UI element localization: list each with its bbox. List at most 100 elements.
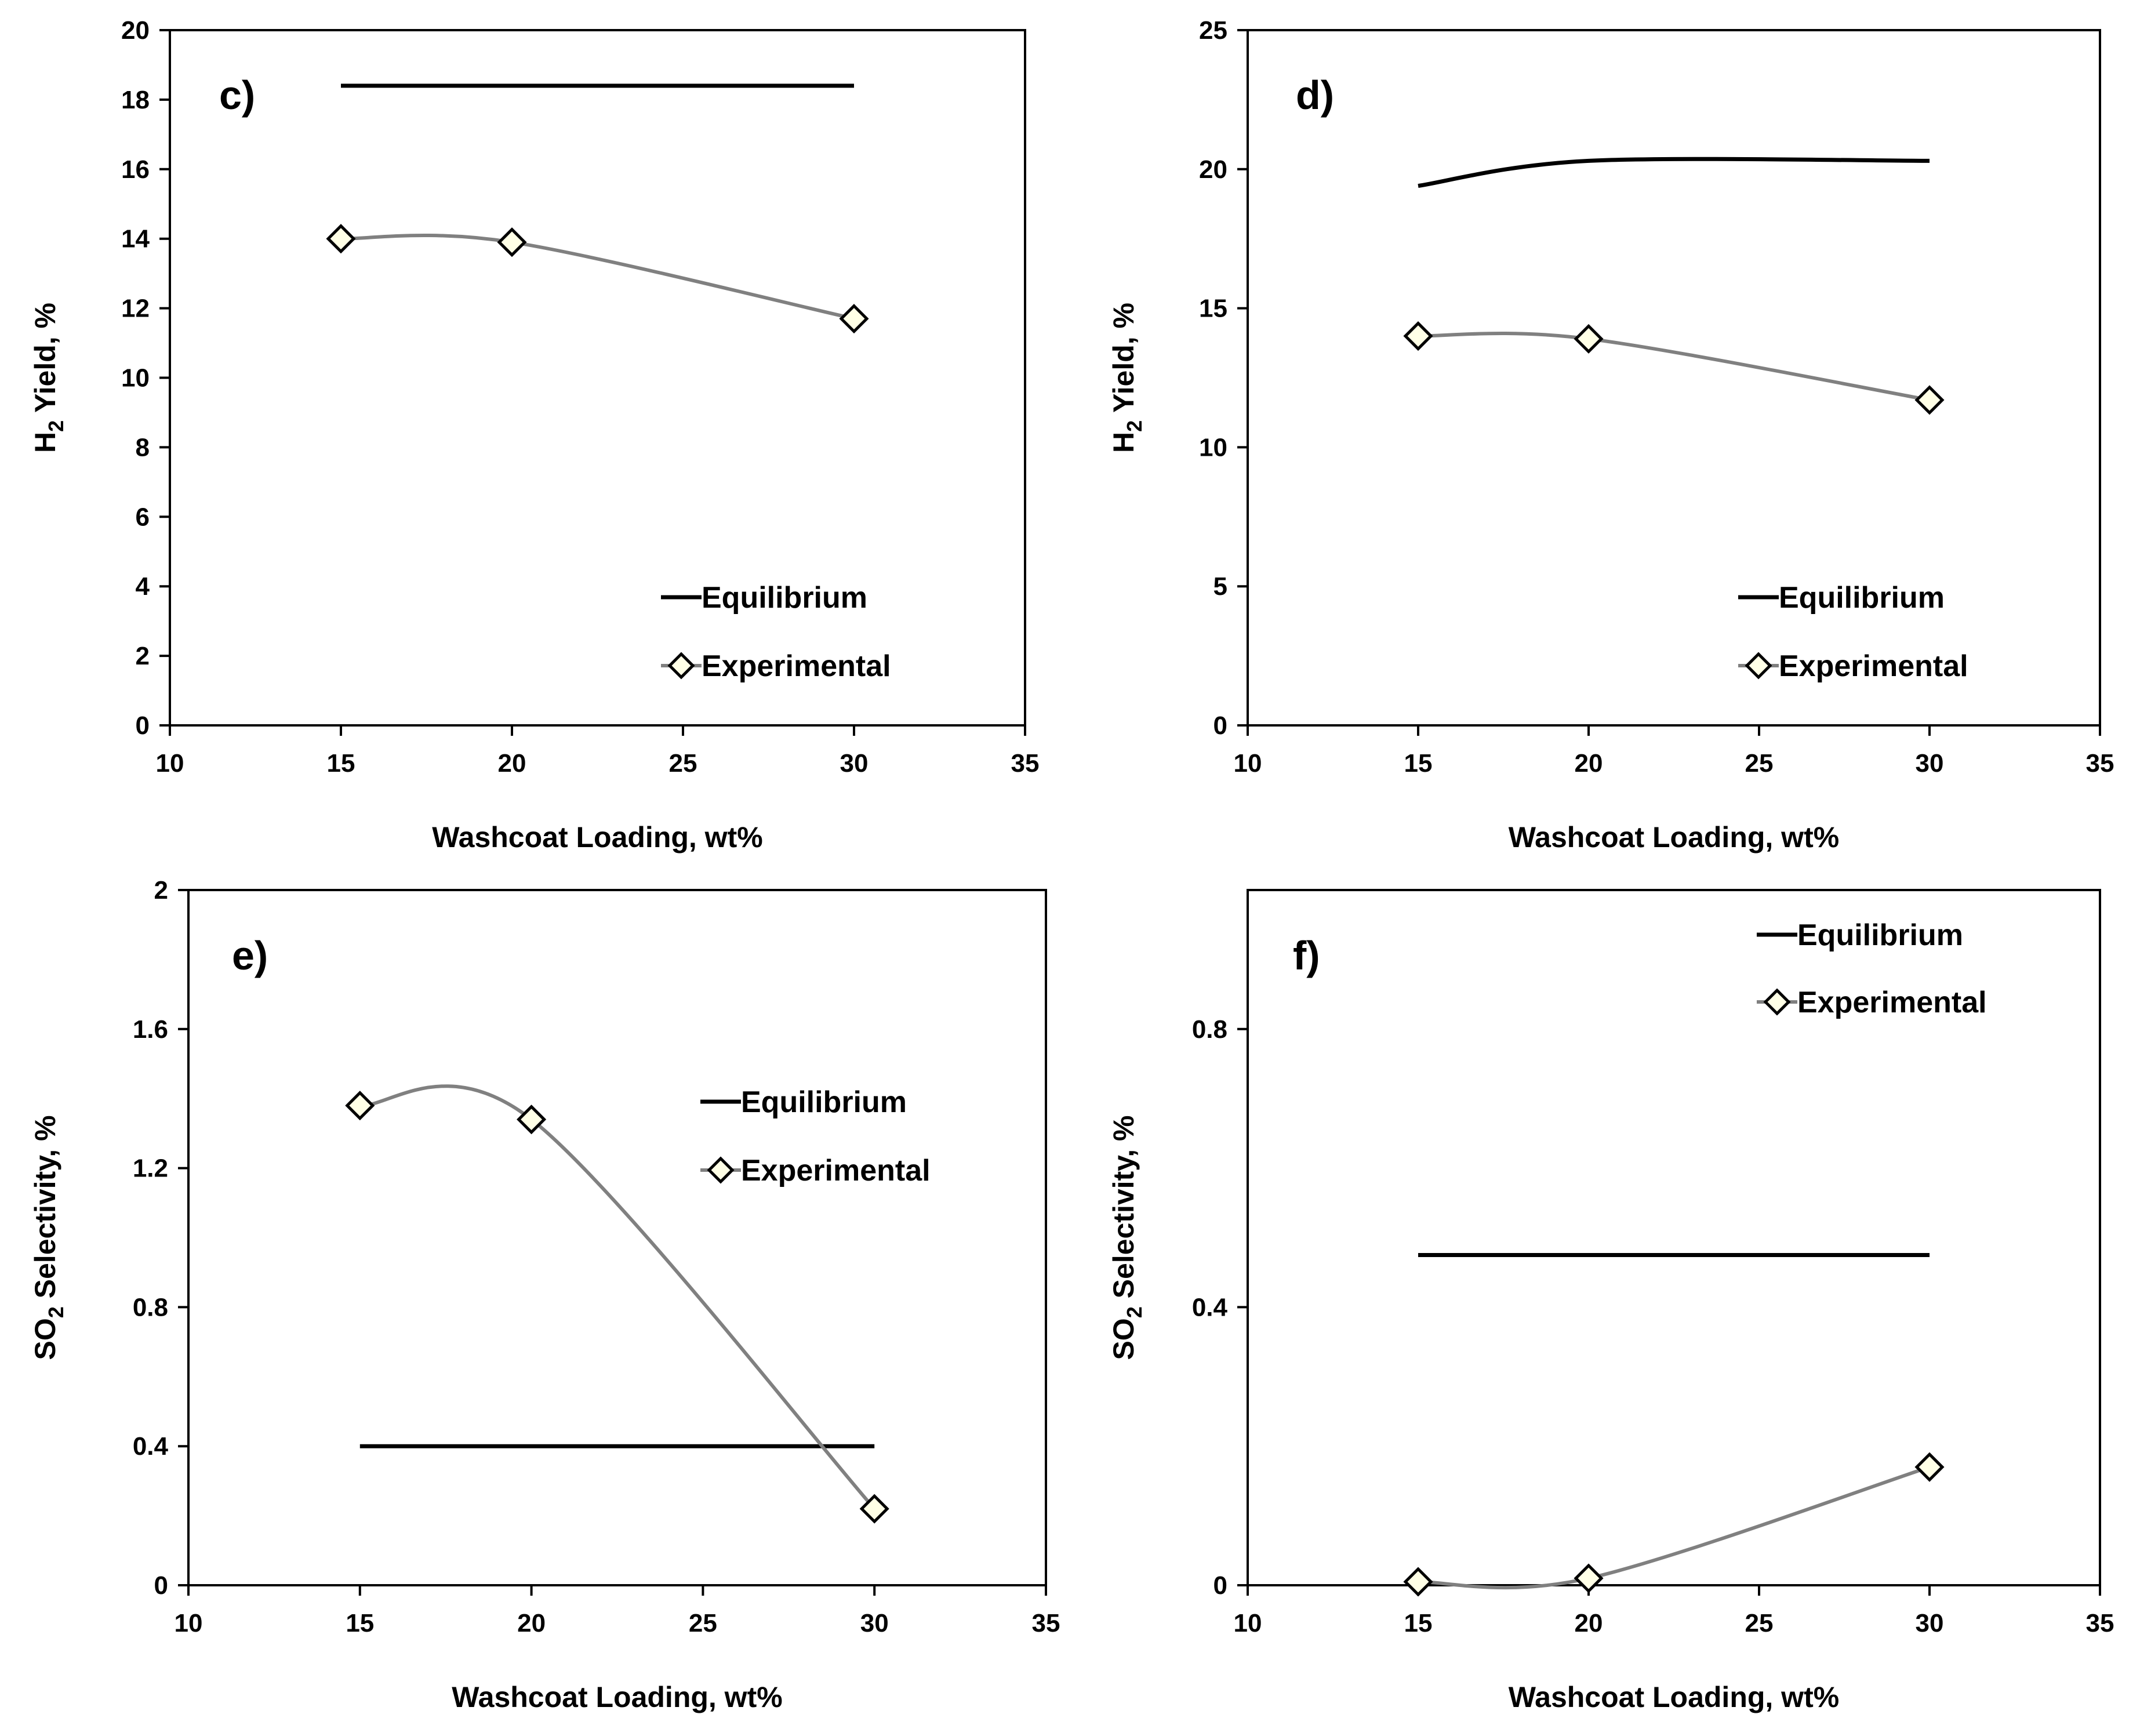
plot-frame xyxy=(1247,889,2101,1586)
chart-panel-c: 10 15 20 25 30 35 0 2 4 6 8 10 12 14 16 18 20 Washcoat Lo… xyxy=(29,16,1039,854)
y-tick-label: 0 xyxy=(1213,1571,1227,1600)
series-line-experimental xyxy=(359,1084,876,1510)
x-tick-label: 15 xyxy=(1404,749,1433,778)
legend: Equilibrium Experimental xyxy=(1738,581,1968,683)
series-line-equilibrium xyxy=(1418,157,1930,188)
x-tick-label: 25 xyxy=(1745,1609,1774,1637)
x-tick-label: 15 xyxy=(346,1609,374,1637)
x-tick-label: 35 xyxy=(2086,749,2114,778)
legend-label-experimental: Experimental xyxy=(1779,649,1968,683)
panel-label-d: d) xyxy=(1296,72,1334,118)
y-tick-label: 0.8 xyxy=(1192,1015,1227,1044)
y-tick-label: 10 xyxy=(121,364,150,393)
x-tick-label: 35 xyxy=(2086,1609,2114,1637)
legend-label-equilibrium: Equilibrium xyxy=(1779,581,1945,615)
y-axis-label: H2 Yield, % xyxy=(29,303,68,453)
x-tick-label: 25 xyxy=(1745,749,1774,778)
x-tick-label: 35 xyxy=(1032,1609,1060,1637)
data-point-experimental xyxy=(517,1105,547,1135)
x-tick-label: 15 xyxy=(327,749,355,778)
y-tick-label: 20 xyxy=(121,16,150,45)
panel-label-e: e) xyxy=(232,933,268,978)
y-tick-label: 6 xyxy=(136,503,150,531)
y-tick-label: 0 xyxy=(136,711,150,740)
x-tick-label: 10 xyxy=(1234,1609,1262,1637)
y-tick-label: 0.8 xyxy=(133,1293,168,1321)
data-point-experimental xyxy=(1914,385,1945,415)
x-axis-label: Washcoat Loading, wt% xyxy=(452,1681,782,1713)
legend-marker-experimental xyxy=(667,652,695,680)
legend-marker-experimental xyxy=(1763,988,1791,1016)
x-tick-label: 15 xyxy=(1404,1609,1433,1637)
panel-label-f: f) xyxy=(1293,933,1320,978)
x-tick-label: 30 xyxy=(840,749,869,778)
x-tick-label: 30 xyxy=(1916,1609,1944,1637)
y-tick-label: 0 xyxy=(1213,711,1227,740)
legend-label-experimental: Experimental xyxy=(741,1154,931,1187)
legend-label-experimental: Experimental xyxy=(702,649,891,683)
legend-label-experimental: Experimental xyxy=(1797,986,1987,1019)
y-tick-label: 1.6 xyxy=(133,1015,168,1044)
x-tick-label: 10 xyxy=(1234,749,1262,778)
legend-label-equilibrium: Equilibrium xyxy=(702,581,867,615)
x-tick-label: 30 xyxy=(1916,749,1944,778)
x-tick-label: 20 xyxy=(1575,749,1603,778)
legend-label-equilibrium: Equilibrium xyxy=(741,1085,907,1119)
panel-label-c: c) xyxy=(219,72,255,118)
y-tick-label: 8 xyxy=(136,433,150,462)
legend-label-equilibrium: Equilibrium xyxy=(1797,918,1963,952)
chart-panel-d: 10 15 20 25 30 35 0 5 10 15 20 25 Washcoat Loading, … xyxy=(1107,16,2114,854)
x-tick-label: 20 xyxy=(517,1609,546,1637)
y-axis-label: SO2 Selectivity, % xyxy=(1107,1115,1146,1360)
x-tick-label: 10 xyxy=(175,1609,203,1637)
y-tick-label: 0 xyxy=(154,1571,168,1600)
y-tick-label: 4 xyxy=(136,572,150,601)
data-point-experimental xyxy=(497,227,527,257)
x-tick-label: 20 xyxy=(498,749,526,778)
data-point-experimental xyxy=(839,304,869,334)
data-point-experimental xyxy=(1403,1567,1433,1597)
x-tick-label: 25 xyxy=(689,1609,717,1637)
y-tick-label: 0.4 xyxy=(133,1432,169,1461)
legend-marker-experimental xyxy=(707,1156,735,1184)
y-tick-label: 12 xyxy=(121,295,150,323)
series-line-experimental xyxy=(1418,331,1930,402)
x-tick-label: 35 xyxy=(1011,749,1040,778)
y-tick-label: 18 xyxy=(121,86,150,114)
data-point-experimental xyxy=(1574,1563,1604,1593)
legend-marker-experimental xyxy=(1745,652,1772,680)
y-tick-label: 0.4 xyxy=(1192,1293,1228,1321)
x-tick-label: 20 xyxy=(1575,1609,1603,1637)
x-tick-label: 30 xyxy=(860,1609,889,1637)
x-tick-label: 25 xyxy=(669,749,697,778)
y-tick-label: 10 xyxy=(1199,433,1227,462)
x-tick-label: 10 xyxy=(156,749,184,778)
y-tick-label: 14 xyxy=(121,225,150,253)
y-tick-label: 25 xyxy=(1199,16,1227,45)
y-tick-label: 2 xyxy=(136,642,150,670)
y-tick-label: 1.2 xyxy=(133,1154,168,1183)
y-tick-label: 16 xyxy=(121,155,150,184)
x-axis-label: Washcoat Loading, wt% xyxy=(1509,1681,1839,1713)
data-point-experimental xyxy=(1574,324,1604,354)
y-axis-label: SO2 Selectivity, % xyxy=(29,1115,68,1360)
x-axis-label: Washcoat Loading, wt% xyxy=(432,821,762,854)
plot-frame xyxy=(187,889,1047,1586)
data-point-experimental xyxy=(1403,321,1433,351)
y-tick-label: 5 xyxy=(1213,572,1227,601)
chart-panel-f: 10 15 20 25 30 35 0 0.4 0.8 Washcoat Loading, wt%… xyxy=(1107,889,2114,1713)
y-tick-label: 2 xyxy=(154,876,168,905)
data-point-experimental xyxy=(345,1091,375,1121)
series-line-experimental xyxy=(340,233,855,321)
y-tick-label: 15 xyxy=(1199,295,1227,323)
data-point-experimental xyxy=(326,224,356,254)
x-axis-label: Washcoat Loading, wt% xyxy=(1509,821,1839,854)
y-axis-label: H2 Yield, % xyxy=(1107,303,1146,453)
series-line-experimental xyxy=(1418,1465,1930,1590)
legend: Equilibrium Experimental xyxy=(661,581,891,683)
data-point-experimental xyxy=(1914,1452,1945,1482)
chart-panel-e: 10 15 20 25 30 35 0 0.4 0.8 1.2 1.6 2 Washcoat Loadi… xyxy=(29,876,1060,1713)
plot-frame xyxy=(169,29,1026,727)
plot-frame xyxy=(1247,29,2101,727)
